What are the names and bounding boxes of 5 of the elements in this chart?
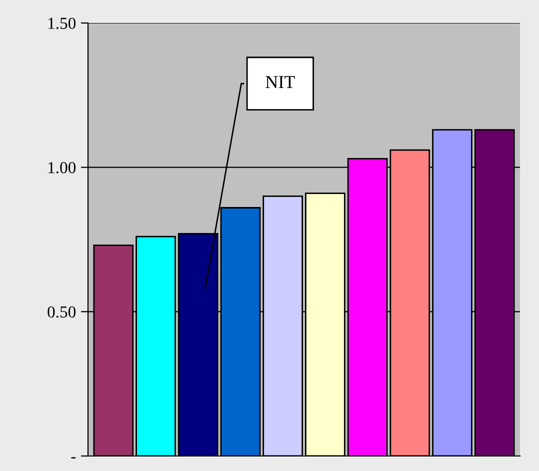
y-tick-label: 0.50 (48, 306, 76, 318)
y-tick-label: 1.00 (48, 162, 76, 174)
annotation: NIT (266, 76, 295, 88)
y-tick-label: 1.50 (48, 18, 76, 30)
y-tick-label: - (71, 457, 76, 458)
